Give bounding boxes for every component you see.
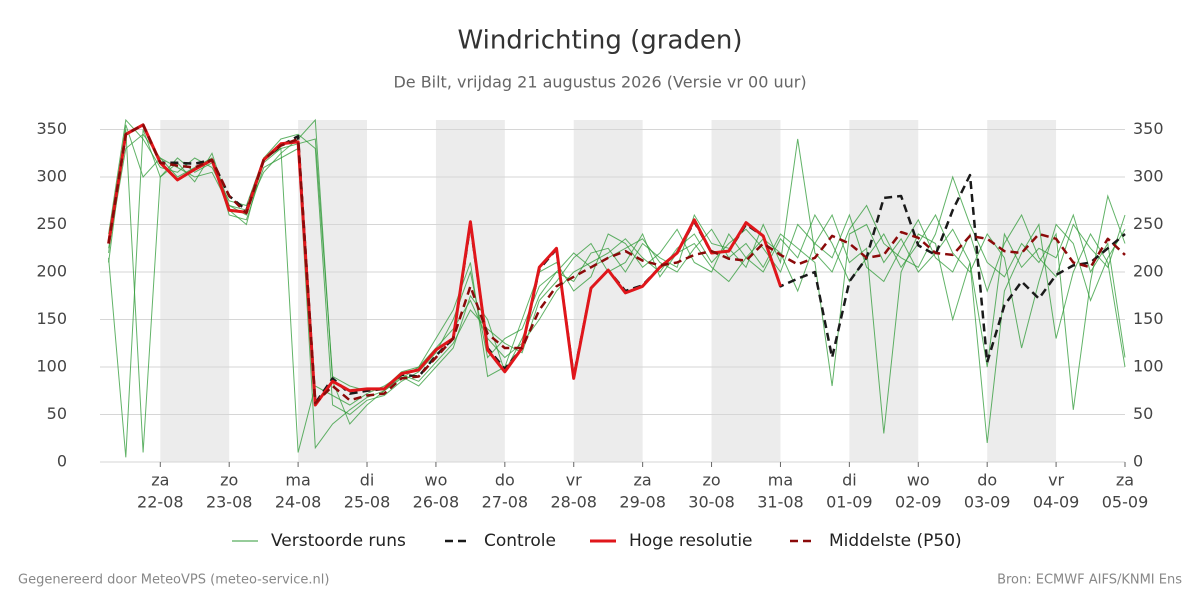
x-tick-label: 04-09 xyxy=(1033,493,1080,512)
legend-label: Middelste (P50) xyxy=(829,531,962,551)
footer-left: Gegenereerd door MeteoVPS (meteo-service… xyxy=(18,573,329,588)
x-tick-day: wo xyxy=(424,471,447,490)
y-tick-label: 250 xyxy=(36,214,67,233)
x-tick-label: 29-08 xyxy=(619,493,666,512)
x-tick-day: ma xyxy=(768,471,793,490)
ensemble-line xyxy=(108,133,1126,450)
x-tick-label: 24-08 xyxy=(275,493,322,512)
y2-tick-label: 0 xyxy=(1133,452,1143,471)
ensemble-line xyxy=(108,129,1126,458)
x-tick-label: 30-08 xyxy=(688,493,735,512)
x-tick-day: za xyxy=(634,471,652,490)
x-tick-day: vr xyxy=(1048,471,1064,490)
legend-label: Controle xyxy=(484,531,556,551)
chart-title: Windrichting (graden) xyxy=(457,26,742,56)
y2-tick-label: 200 xyxy=(1133,262,1164,281)
x-tick-label: 03-09 xyxy=(964,493,1011,512)
day-band xyxy=(435,120,505,462)
y2-tick-label: 250 xyxy=(1133,214,1164,233)
x-tick-label: 27-08 xyxy=(482,493,529,512)
y2-tick-label: 150 xyxy=(1133,309,1164,328)
x-tick-label: 25-08 xyxy=(344,493,391,512)
y2-tick-label: 100 xyxy=(1133,357,1164,376)
x-tick-label: 26-08 xyxy=(413,493,460,512)
x-tick-day: za xyxy=(151,471,169,490)
x-tick-day: zo xyxy=(702,471,720,490)
y2-tick-label: 300 xyxy=(1133,167,1164,186)
legend-label: Hoge resolutie xyxy=(629,531,753,551)
x-tick-day: di xyxy=(360,471,375,490)
y2-tick-label: 50 xyxy=(1133,404,1153,423)
x-tick-label: 22-08 xyxy=(137,493,184,512)
x-tick-day: do xyxy=(495,471,515,490)
x-tick-day: di xyxy=(842,471,857,490)
x-tick-day: ma xyxy=(285,471,310,490)
series-line xyxy=(107,123,782,407)
y2-tick-label: 350 xyxy=(1133,119,1164,138)
x-tick-day: wo xyxy=(907,471,930,490)
ensemble-line xyxy=(108,118,1126,453)
x-tick-label: 05-09 xyxy=(1102,493,1149,512)
y-tick-label: 200 xyxy=(36,262,67,281)
footer-right: Bron: ECMWF AIFS/KNMI Ens xyxy=(997,573,1182,588)
y-tick-label: 150 xyxy=(36,309,67,328)
y-tick-label: 100 xyxy=(36,357,67,376)
x-tick-label: 02-09 xyxy=(895,493,942,512)
ensemble-line xyxy=(108,124,1126,392)
series-line xyxy=(107,123,1126,405)
day-band xyxy=(849,120,919,462)
legend-label: Verstoorde runs xyxy=(271,531,406,551)
day-band xyxy=(711,120,781,462)
x-tick-label: 31-08 xyxy=(757,493,804,512)
y-tick-label: 50 xyxy=(47,404,67,423)
x-tick-day: do xyxy=(977,471,997,490)
y-tick-label: 300 xyxy=(36,167,67,186)
ensemble-line xyxy=(108,118,1126,416)
x-tick-day: vr xyxy=(566,471,582,490)
x-tick-day: za xyxy=(1116,471,1134,490)
x-tick-label: 01-09 xyxy=(826,493,873,512)
y-tick-label: 350 xyxy=(36,119,67,138)
x-tick-day: zo xyxy=(220,471,238,490)
x-tick-label: 28-08 xyxy=(550,493,597,512)
chart-subtitle: De Bilt, vrijdag 21 augustus 2026 (Versi… xyxy=(393,73,806,92)
y-tick-label: 0 xyxy=(57,452,67,471)
x-tick-label: 23-08 xyxy=(206,493,253,512)
